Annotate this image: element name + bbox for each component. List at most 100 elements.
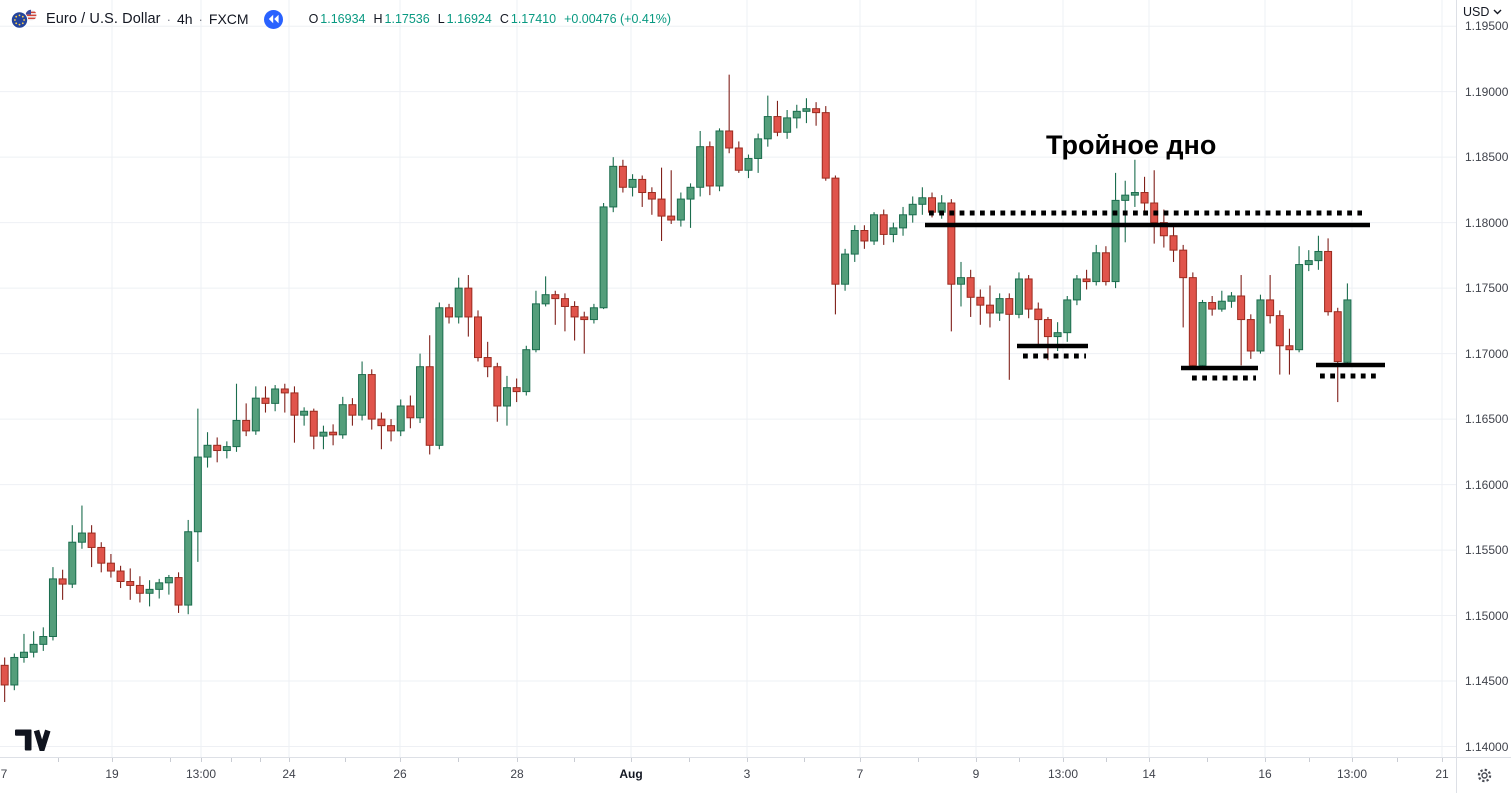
candle-body: [705, 146, 714, 187]
candle-body: [1275, 315, 1284, 347]
high-value: 1.17536: [384, 12, 430, 26]
candle-body: [271, 388, 280, 404]
candle-body: [300, 410, 309, 416]
candle-body: [1324, 250, 1333, 313]
currency-selector[interactable]: USD: [1463, 5, 1502, 19]
candle-body: [135, 584, 144, 594]
time-tick-label: Aug: [619, 767, 643, 781]
candle-body: [58, 578, 67, 585]
price-tick-label: 1.14500: [1465, 674, 1509, 689]
time-tick-label: 3: [743, 767, 751, 781]
candle-body: [474, 316, 482, 359]
candle-body: [802, 108, 811, 112]
time-axis[interactable]: 7 19 13:00 24 26 28 Aug 3 7 9 13:00 14 16 13:00 21: [0, 757, 1511, 793]
price-axis[interactable]: USD 1.19500 1.19000 1.18500 1.18000 1.17500 1…: [1456, 0, 1511, 757]
candle-body: [464, 287, 473, 318]
bar-replay-button[interactable]: [263, 9, 283, 29]
candle-body: [1256, 299, 1265, 352]
time-axis-tick: [1106, 758, 1107, 762]
time-tick-label: 13:00: [1047, 767, 1079, 781]
candle-body: [1179, 249, 1188, 279]
chevron-down-icon: [1493, 9, 1502, 15]
time-axis-tick: [458, 758, 459, 762]
change-value: +0.00476 (+0.41%): [564, 12, 672, 26]
candle-body: [1072, 278, 1081, 301]
candle-body: [947, 202, 956, 285]
candle-body: [628, 178, 637, 188]
time-axis-tick: [231, 758, 232, 762]
price-tick-label: 1.16500: [1465, 412, 1509, 427]
candle-body: [1111, 199, 1120, 283]
candle-body: [309, 410, 318, 437]
time-axis-tick: [345, 758, 346, 762]
candle-body: [657, 198, 666, 217]
candle-body: [145, 588, 154, 594]
candle-body: [10, 656, 19, 686]
triple-bottom-annotation[interactable]: Тройное дно: [1046, 130, 1217, 160]
candle-body: [686, 186, 695, 200]
interval-label: 4h: [176, 11, 193, 27]
time-axis-tick: [260, 758, 261, 762]
candle-body: [387, 425, 396, 432]
candle-body: [377, 418, 386, 427]
symbol-legend: Euro / U.S. Dollar · 4h · FXCM O 1.16934…: [10, 7, 671, 31]
candle-body: [77, 532, 86, 543]
candle-body: [812, 108, 821, 114]
candle-body: [445, 307, 454, 318]
chart-pane[interactable]: [0, 0, 1456, 757]
candle-body: [261, 397, 270, 404]
candle-body: [638, 178, 647, 194]
candle-body: [416, 366, 425, 419]
time-axis-tick: [289, 758, 290, 762]
price-tick-label: 1.17500: [1465, 281, 1509, 296]
candle-body: [1333, 311, 1342, 362]
candle-body: [251, 397, 260, 432]
rewind-icon: [268, 14, 279, 24]
candle-body: [850, 230, 859, 255]
candle-body: [155, 582, 164, 590]
candle-body: [174, 577, 183, 606]
time-tick-label: 19: [105, 767, 119, 781]
tradingview-logo[interactable]: [15, 729, 51, 759]
candle-body: [329, 431, 338, 436]
candle-body: [213, 444, 222, 452]
candle-body: [425, 366, 434, 446]
time-axis-tick: [689, 758, 690, 762]
candle-body: [966, 277, 975, 298]
candle-body: [763, 116, 772, 140]
candle-body: [609, 165, 618, 208]
candle-body: [1246, 319, 1255, 352]
candle-body: [338, 404, 347, 436]
candle-body: [1198, 302, 1207, 366]
time-axis-tick: [1442, 758, 1443, 762]
time-axis-tick: [1207, 758, 1208, 762]
price-tick-label: 1.15500: [1465, 543, 1509, 558]
candle-body: [1043, 319, 1052, 338]
close-label: C: [499, 12, 509, 26]
time-axis-tick: [400, 758, 401, 762]
candle-body: [957, 277, 965, 285]
candle-body: [1208, 302, 1217, 310]
candle-body: [406, 405, 415, 419]
candle-body: [531, 303, 540, 351]
time-tick-label: 13:00: [1336, 767, 1368, 781]
candle-body: [928, 197, 937, 213]
candle-body: [879, 214, 888, 235]
candle-body: [1285, 345, 1294, 351]
candle-body: [551, 294, 560, 300]
candle-body: [1159, 222, 1168, 237]
candle-body: [1005, 298, 1014, 315]
candle-body: [1082, 278, 1091, 283]
symbol-title[interactable]: Euro / U.S. Dollar · 4h · FXCM: [46, 11, 249, 27]
candle-body: [560, 298, 569, 307]
candle-body: [783, 117, 792, 133]
eu-flag-icon: [10, 11, 29, 29]
time-axis-tick: [517, 758, 518, 762]
candle-body: [280, 388, 289, 394]
candle-body: [841, 253, 850, 285]
candle-body: [1188, 277, 1197, 366]
time-tick-label: 13:00: [185, 767, 217, 781]
candle-body: [734, 147, 743, 171]
scale-settings-button[interactable]: [1456, 757, 1511, 793]
symbol-name: Euro / U.S. Dollar: [46, 11, 161, 27]
